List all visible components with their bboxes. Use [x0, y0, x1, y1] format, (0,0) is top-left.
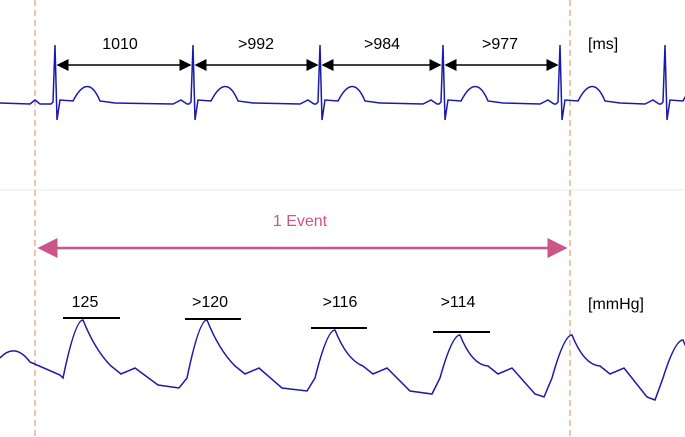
ecg-unit: [ms]	[588, 36, 618, 53]
interval-label: 1010	[102, 36, 138, 53]
interval-label: >984	[364, 36, 400, 53]
pressure-trace	[0, 319, 685, 401]
peak-label: 125	[72, 294, 99, 311]
event-label: 1 Event	[273, 213, 328, 230]
interval-label: >977	[482, 36, 518, 53]
ecg-trace	[0, 44, 685, 121]
peak-label: >114	[441, 294, 476, 311]
peak-label: >120	[192, 294, 228, 311]
peak-bars	[63, 317, 490, 333]
pressure-unit: [mmHg]	[588, 296, 644, 313]
interval-label: >992	[238, 36, 274, 53]
peak-label: >116	[323, 294, 358, 311]
